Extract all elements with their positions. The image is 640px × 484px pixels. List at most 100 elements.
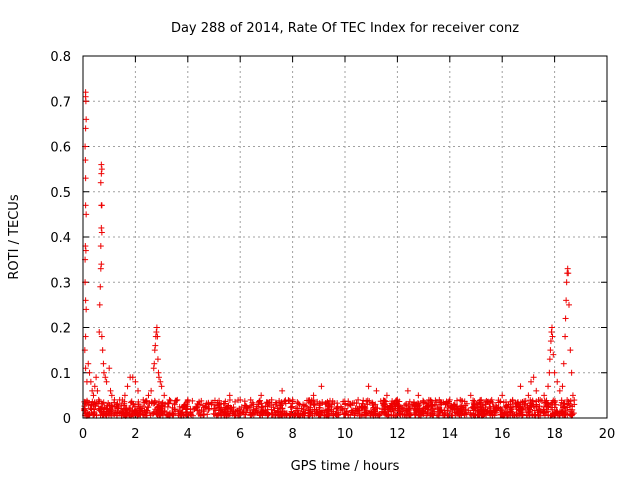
data-point <box>546 356 553 363</box>
data-point <box>103 378 110 385</box>
x-tick-label: 12 <box>389 427 406 442</box>
data-point <box>154 356 161 363</box>
data-point <box>318 383 325 390</box>
data-point <box>106 365 113 372</box>
data-point <box>547 347 554 354</box>
data-point <box>562 333 569 340</box>
data-point <box>216 401 223 408</box>
data-point <box>82 202 89 209</box>
data-point <box>548 329 555 336</box>
data-point <box>556 387 563 394</box>
data-point <box>528 378 535 385</box>
data-point <box>145 392 152 399</box>
data-point <box>383 392 390 399</box>
data-point <box>342 401 348 408</box>
y-tick-label: 0.6 <box>50 141 71 156</box>
data-point <box>258 392 265 399</box>
data-point <box>548 324 555 331</box>
x-tick-label: 2 <box>131 427 139 442</box>
data-point <box>96 329 103 336</box>
data-point <box>457 396 464 403</box>
data-point <box>98 229 105 236</box>
data-point <box>289 396 296 403</box>
data-point <box>499 392 506 399</box>
data-point <box>93 374 100 381</box>
data-point <box>98 202 105 209</box>
plot-frame <box>82 55 608 419</box>
data-point <box>549 333 556 340</box>
data-point <box>95 396 102 403</box>
data-point <box>98 161 105 168</box>
data-point <box>100 360 107 367</box>
data-point <box>566 301 573 308</box>
x-tick-label: 8 <box>288 427 296 442</box>
data-point <box>328 401 335 408</box>
data-point <box>268 396 275 403</box>
x-tick-label: 4 <box>184 427 192 442</box>
data-point <box>82 175 89 182</box>
y-tick-label: 0 <box>63 412 71 427</box>
data-point <box>81 405 88 412</box>
data-point <box>111 396 118 403</box>
data-point <box>132 378 139 385</box>
data-point <box>114 401 121 408</box>
y-tick-label: 0.2 <box>50 322 71 337</box>
data-point <box>152 342 159 349</box>
data-point <box>478 396 485 403</box>
x-tick-label: 10 <box>337 427 354 442</box>
data-point <box>436 396 443 403</box>
y-tick-label: 0.8 <box>50 50 71 65</box>
data-point <box>545 383 552 390</box>
data-point <box>153 329 160 336</box>
data-point <box>153 324 160 331</box>
data-point <box>154 333 161 340</box>
data-point <box>300 401 307 408</box>
data-point <box>530 374 537 381</box>
data-point <box>488 396 495 403</box>
data-point <box>184 396 191 403</box>
data-point <box>148 387 155 394</box>
data-point <box>135 387 142 394</box>
data-point <box>97 265 104 272</box>
data-point <box>541 392 548 399</box>
data-point <box>365 383 372 390</box>
data-point <box>509 396 516 403</box>
x-tick-label: 0 <box>79 427 87 442</box>
data-point <box>355 396 362 403</box>
data-point <box>517 383 524 390</box>
data-point <box>404 387 411 394</box>
data-point <box>546 369 553 376</box>
data-point <box>82 297 89 304</box>
data-point <box>98 261 105 268</box>
data-point <box>525 392 532 399</box>
data-point <box>559 383 566 390</box>
data-point <box>563 279 570 286</box>
data-point <box>547 338 554 345</box>
tick-layer: 0 0.1 0.2 0.3 0.4 0.5 0.6 0.7 0.8 0 2 4 6 8 10 12 14 16 18… <box>50 50 615 442</box>
data-point <box>166 396 173 403</box>
x-tick-label: 18 <box>546 427 563 442</box>
data-point <box>394 396 401 403</box>
data-point <box>158 383 165 390</box>
chart-title: Day 288 of 2014, Rate Of TEC Index for r… <box>171 21 519 36</box>
data-point <box>140 396 147 403</box>
data-point <box>150 365 157 372</box>
y-axis-label: ROTI / TECUs <box>7 194 22 279</box>
data-point <box>568 369 575 376</box>
data-point <box>89 387 96 394</box>
data-point <box>98 170 105 177</box>
data-point <box>415 392 422 399</box>
data-point <box>571 401 578 408</box>
x-tick-label: 14 <box>442 427 459 442</box>
data-point <box>562 315 569 322</box>
data-point <box>446 396 453 403</box>
data-point <box>90 392 97 399</box>
data-point <box>467 392 474 399</box>
data-point <box>551 369 558 376</box>
data-point <box>91 383 98 390</box>
data-point <box>107 387 114 394</box>
data-point <box>97 243 104 250</box>
data-point <box>124 383 131 390</box>
data-point <box>533 387 540 394</box>
data-point <box>554 378 561 385</box>
